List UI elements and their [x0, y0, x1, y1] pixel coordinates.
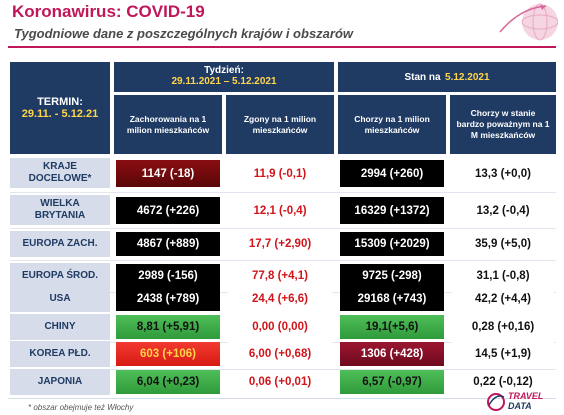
globe-icon	[499, 3, 558, 41]
row-label-line1: JAPONIA	[37, 376, 83, 387]
stan-label: Stan na	[404, 71, 441, 83]
severe-cell: 0,28 (+0,16)	[452, 315, 554, 339]
sick-cell: 2994 (+260)	[340, 160, 444, 187]
severe-cell: 0,22 (-0,12)	[452, 370, 554, 394]
deaths-cell: 0,06 (+0,01)	[228, 370, 332, 394]
cases-cell: 4867 (+889)	[116, 232, 220, 256]
column-header-cases-label: Zachorowania na 1 milion mieszkańców	[126, 113, 210, 135]
cases-cell: 4672 (+226)	[116, 197, 220, 224]
row-label-central-europe: EUROPA ŚROD.	[10, 263, 110, 289]
page-subtitle: Tygodniowe dane z poszczególnych krajów …	[14, 26, 354, 41]
cases-cell: 2989 (-156)	[116, 264, 220, 288]
row-label-western-europe: EUROPA ZACH.	[10, 231, 110, 257]
row-divider	[10, 369, 556, 370]
cases-cell: 603 (+106)	[116, 342, 220, 366]
termin-header: TERMIN: 29.11. - 5.12.21	[10, 62, 110, 154]
deaths-cell: 11,9 (-0,1)	[228, 160, 332, 187]
week-header: Tydzień: 29.11.2021 – 5.12.2021	[114, 62, 334, 92]
row-divider	[10, 192, 556, 193]
row-label-south-korea: KOREA PŁD.	[10, 341, 110, 367]
deaths-cell: 6,00 (+0,68)	[228, 342, 332, 366]
cases-cell: 1147 (-18)	[116, 160, 220, 187]
termin-value: 29.11. - 5.12.21	[21, 108, 99, 120]
row-label-target-countries: KRAJE DOCELOWE*	[10, 158, 110, 188]
deaths-cell: 17,7 (+2,90)	[228, 232, 332, 256]
sick-cell: 1306 (+428)	[340, 342, 444, 366]
row-divider	[10, 228, 556, 229]
row-label-line1: KOREA PŁD.	[29, 348, 91, 359]
footnote: * obszar obejmuje też Włochy	[28, 403, 134, 412]
footer-rule	[8, 398, 556, 399]
row-label-line1: USA	[49, 293, 71, 304]
cases-cell: 8,81 (+5,91)	[116, 315, 220, 339]
deaths-cell: 77,8 (+4,1)	[228, 264, 332, 288]
deaths-cell: 12,1 (-0,4)	[228, 197, 332, 224]
row-label-japan: JAPONIA	[10, 369, 110, 395]
stan-date: 5.12.2021	[445, 71, 490, 83]
sick-cell: 16329 (+1372)	[340, 197, 444, 224]
row-label-line2: DOCELOWE*	[28, 173, 92, 184]
cases-cell: 2438 (+789)	[116, 287, 220, 311]
row-label-line1: WIELKA	[40, 198, 80, 209]
severe-cell: 13,3 (+0,0)	[452, 160, 554, 187]
column-header-deaths: Zgony na 1 milion mieszkańców	[226, 95, 334, 154]
row-divider	[10, 260, 556, 261]
row-label-line1: EUROPA ZACH.	[22, 238, 98, 249]
severe-cell: 42,2 (+4,4)	[452, 287, 554, 311]
sick-cell: 6,57 (-0,97)	[340, 370, 444, 394]
column-header-severe-label: Chorzy w stanie bardzo poważnym na 1 M m…	[456, 108, 550, 140]
deaths-cell: 24,4 (+6,6)	[228, 287, 332, 311]
column-header-cases: Zachorowania na 1 milion mieszkańców	[114, 95, 222, 154]
column-header-deaths-label: Zgony na 1 milion mieszkańców	[243, 113, 317, 135]
row-label-line1: KRAJE	[43, 161, 77, 172]
travel-data-logo-icon	[487, 393, 505, 411]
logo-text-line1: TRAVEL	[508, 391, 544, 401]
page-title: Koronawirus: COVID-19	[12, 2, 205, 21]
deaths-cell: 0,00 (0,00)	[228, 315, 332, 339]
stan-header: Stan na 5.12.2021	[338, 62, 556, 92]
sick-cell: 9725 (-298)	[340, 264, 444, 288]
week-label: Tydzień:	[204, 65, 244, 76]
row-label-great-britain: WIELKA BRYTANIA	[10, 195, 110, 225]
logo-text-line2: DATA	[508, 401, 532, 411]
severe-cell: 13,2 (-0,4)	[452, 197, 554, 224]
row-label-usa: USA	[10, 286, 110, 312]
column-header-sick: Chorzy na 1 milion mieszkańców	[338, 95, 446, 154]
column-header-severe: Chorzy w stanie bardzo poważnym na 1 M m…	[450, 95, 556, 154]
cases-cell: 6,04 (+0,23)	[116, 370, 220, 394]
sick-cell: 19,1(+5,6)	[340, 315, 444, 339]
sick-cell: 29168 (+743)	[340, 287, 444, 311]
severe-cell: 14,5 (+1,9)	[452, 342, 554, 366]
termin-label: TERMIN:	[37, 96, 83, 108]
row-label-line1: CHINY	[44, 321, 76, 332]
row-label-china: CHINY	[10, 314, 110, 340]
sick-cell: 15309 (+2029)	[340, 232, 444, 256]
week-range: 29.11.2021 – 5.12.2021	[171, 76, 277, 87]
row-label-line2: BRYTANIA	[34, 210, 86, 221]
column-header-sick-label: Chorzy na 1 milion mieszkańców	[354, 113, 430, 135]
title-rule	[8, 46, 556, 48]
severe-cell: 35,9 (+5,0)	[452, 232, 554, 256]
travel-data-logo: TRAVEL DATA	[486, 390, 556, 414]
severe-cell: 31,1 (-0,8)	[452, 264, 554, 288]
row-label-line1: EUROPA ŚROD.	[21, 270, 99, 281]
